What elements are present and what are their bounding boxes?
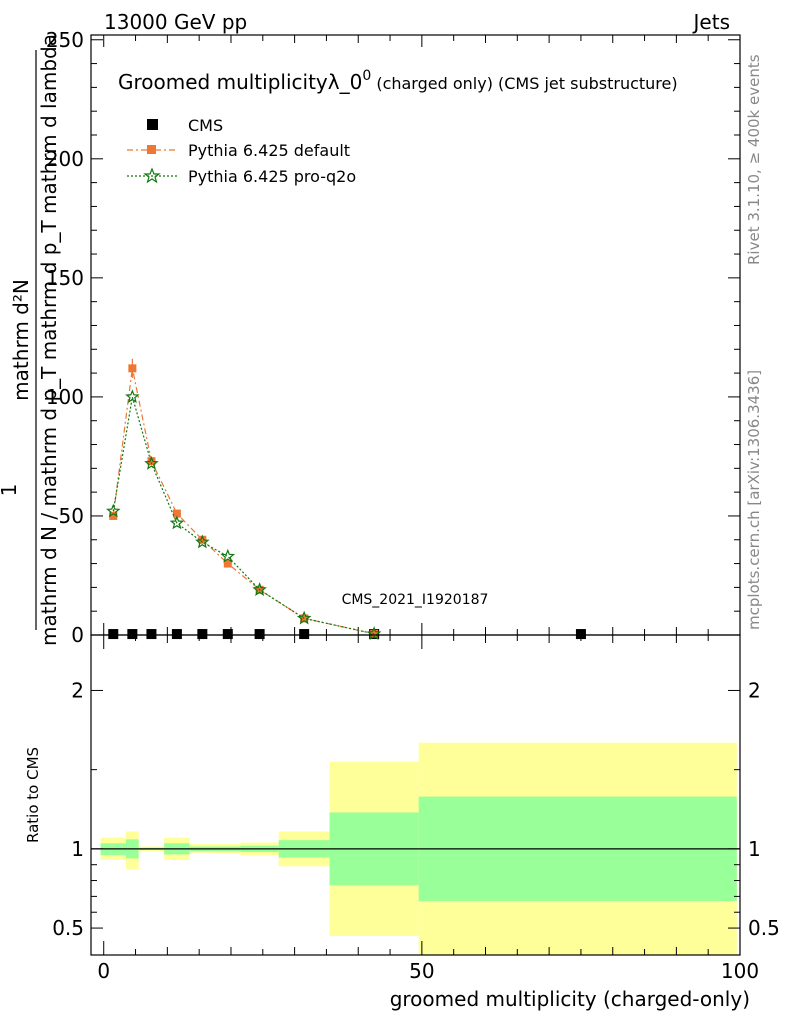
legend-marker-cms — [147, 119, 158, 130]
ylabel-main: mathrm d²N 1 mathrm d N / mathrm d p_T m… — [0, 34, 61, 646]
ratio-y-ticks: 0.5 0.5 1 1 2 2 — [52, 678, 780, 940]
cms-point — [146, 629, 157, 640]
series-line-default — [112, 368, 375, 635]
ratio-y-tick-label-right: 1 — [748, 837, 761, 861]
cms-point — [222, 629, 233, 640]
cms-point — [299, 629, 310, 640]
point-proq2o — [105, 503, 121, 518]
xlabel: groomed multiplicity (charged-only) — [390, 987, 750, 1011]
main-y-tick-label: 50 — [59, 504, 84, 528]
cms-point — [108, 629, 119, 640]
ratio-x-ticks: 0 50 100 — [97, 635, 759, 983]
main-y-tick-label: 100 — [46, 385, 84, 409]
legend-label-cms: CMS — [188, 116, 223, 135]
ylabel-ratio: Ratio to CMS — [24, 747, 42, 843]
watermark: CMS_2021_I1920187 — [342, 592, 489, 608]
legend: CMS Pythia 6.425 default Pythia 6.425 pr… — [127, 116, 356, 186]
mcplots-label: mcplots.cern.ch [arXiv:1306.3436] — [745, 370, 763, 630]
x-tick-label: 50 — [409, 959, 434, 983]
ratio-y-tick-label: 2 — [71, 678, 84, 702]
ratio-frame — [90, 634, 741, 956]
legend-label-default: Pythia 6.425 default — [188, 141, 350, 160]
ylabel-numerator: mathrm d²N — [9, 279, 33, 401]
main-y-tick-label: 150 — [46, 266, 84, 290]
legend-marker-proq2o — [143, 167, 161, 184]
point-proq2o — [144, 455, 159, 470]
cms-point — [127, 629, 138, 640]
point-proq2o — [195, 534, 210, 549]
ratio-y-tick-label-right: 2 — [748, 678, 761, 702]
series-line-proq2o — [112, 396, 375, 635]
point-proq2o — [296, 610, 312, 625]
legend-label-proq2o: Pythia 6.425 pro-q2o — [188, 167, 356, 186]
rivet-label: Rivet 3.1.10, ≥ 400k events — [745, 54, 763, 265]
plot-title: Groomed multiplicityλ_00 (charged only) … — [118, 68, 678, 94]
main-y-ticks: 0 50 100 150 200 250 — [46, 28, 740, 647]
cms-point — [575, 629, 586, 640]
ratio-y-tick-label: 1 — [71, 837, 84, 861]
legend-marker-default — [147, 145, 156, 154]
x-tick-label: 0 — [97, 959, 110, 983]
main-y-tick-label: 0 — [71, 623, 84, 647]
point-default — [172, 509, 181, 518]
ylabel-denominator: mathrm d N / mathrm d p_T mathrm d p_T m… — [37, 34, 61, 646]
point-proq2o — [220, 548, 236, 563]
x-tick-label: 100 — [721, 959, 759, 983]
main-y-tick-label: 250 — [46, 28, 84, 52]
point-proq2o — [366, 626, 382, 640]
point-default — [109, 511, 118, 520]
main-y-tick-label: 200 — [46, 147, 84, 171]
main-series — [105, 358, 586, 640]
ratio-y-tick-label: 0.5 — [52, 916, 84, 940]
point-default — [198, 535, 207, 544]
point-default — [223, 559, 232, 568]
ylabel-one: 1 — [0, 484, 21, 497]
cms-point — [171, 629, 182, 640]
cms-point — [254, 629, 265, 640]
point-proq2o — [252, 582, 267, 596]
cms-point — [197, 629, 208, 640]
point-default — [147, 457, 156, 466]
ratio-y-tick-label-right: 0.5 — [748, 916, 780, 940]
header-right: Jets — [692, 10, 730, 34]
point-proq2o — [169, 515, 185, 530]
header-left: 13000 GeV pp — [104, 10, 247, 34]
point-proq2o — [125, 389, 140, 404]
